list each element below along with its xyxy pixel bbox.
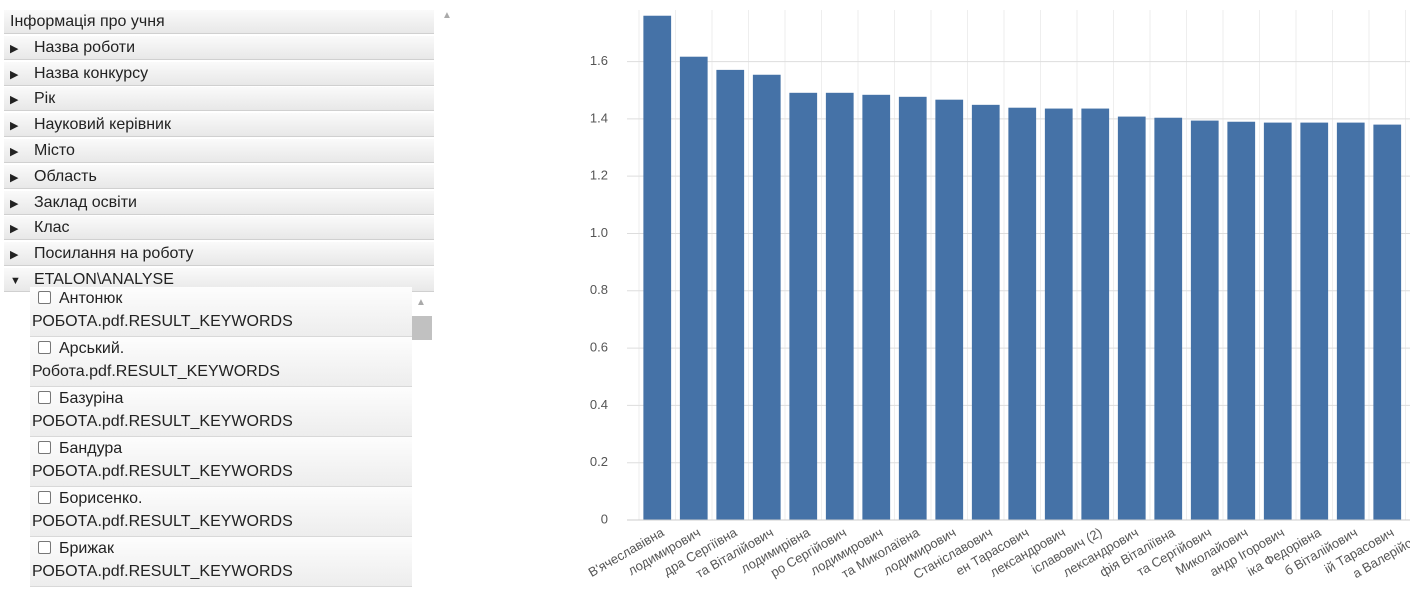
bar (1117, 116, 1146, 521)
item-row[interactable]: ▶ Посилання на роботу (4, 242, 434, 267)
bar (825, 92, 854, 520)
file-path: РОБОТА.pdf.RESULT_KEYWORDS (32, 563, 293, 580)
item-text: Назва роботи (34, 38, 136, 56)
checkbox[interactable] (38, 441, 51, 454)
scroll-arrow[interactable]: ▲ (442, 10, 452, 21)
bar (1081, 108, 1110, 520)
arrow-right: ▶ (10, 94, 19, 107)
expanded-text: ETALON\ANALYSE (34, 270, 174, 288)
bar (1336, 122, 1365, 520)
item-text: Рік (34, 90, 56, 108)
arrow-right: ▶ (10, 42, 19, 55)
bar (1154, 117, 1183, 520)
file-name: Арський. (59, 340, 125, 357)
header-text: Інформація про учня (10, 13, 165, 30)
file-name: Базуріна (59, 390, 124, 407)
item-row[interactable]: ▶ Область (4, 164, 434, 189)
checkbox[interactable] (38, 341, 51, 354)
arrow-right: ▶ (10, 171, 19, 184)
item-text: Місто (34, 141, 75, 159)
file-item[interactable]: Арський. Робота.pdf.RESULT_KEYWORDS (30, 337, 412, 387)
bar (1373, 124, 1402, 520)
file-name: Борисенко. (59, 490, 143, 507)
item-text: Назва конкурсу (34, 64, 149, 82)
item-row[interactable]: ▶ Заклад освіти (4, 190, 434, 215)
y-tick-label: 1.4 (590, 110, 608, 125)
file-path: РОБОТА.pdf.RESULT_KEYWORDS (32, 413, 293, 430)
bar (1227, 121, 1256, 520)
item-text: Науковий керівник (34, 116, 171, 134)
checkbox[interactable] (38, 391, 51, 404)
bar (862, 94, 891, 520)
item-row[interactable]: ▶ Рік (4, 87, 434, 112)
bar (1300, 122, 1329, 520)
bar (1008, 107, 1037, 521)
bar (752, 74, 781, 520)
bar (898, 96, 927, 520)
file-name: Бандура (59, 440, 123, 457)
file-item[interactable]: Борисенко. РОБОТА.pdf.RESULT_KEYWORDS (30, 487, 412, 537)
item-row[interactable]: ▶ Назва конкурсу (4, 61, 434, 86)
bar (716, 69, 745, 520)
bar (971, 104, 1000, 520)
file-path: РОБОТА.pdf.RESULT_KEYWORDS (32, 513, 293, 530)
file-item[interactable]: Брижак РОБОТА.pdf.RESULT_KEYWORDS (30, 537, 412, 587)
y-tick-label: 0.8 (590, 282, 608, 297)
y-tick-label: 0 (601, 511, 608, 526)
bar (935, 99, 964, 520)
arrow-right: ▶ (10, 145, 19, 158)
arrow-right: ▶ (10, 197, 19, 210)
bar (679, 56, 708, 521)
plot: 00.20.40.60.81.01.21.41.6В'ячеславівнало… (586, 10, 1410, 582)
y-tick-label: 1.6 (590, 53, 608, 68)
y-tick-label: 0.4 (590, 397, 608, 412)
item-row[interactable]: ▶ Науковий керівник (4, 113, 434, 138)
bar (1263, 122, 1292, 520)
arrow-right: ▶ (10, 223, 19, 236)
bar (1190, 120, 1219, 520)
file-name: Антонюк (59, 290, 123, 307)
arrow-down: ▼ (10, 274, 21, 287)
arrow-right: ▶ (10, 120, 19, 133)
checkbox[interactable] (38, 291, 51, 304)
file-path: РОБОТА.pdf.RESULT_KEYWORDS (32, 313, 293, 330)
item-row[interactable]: ▶ Назва роботи (4, 35, 434, 60)
y-tick-label: 1.2 (590, 168, 608, 183)
item-text: Посилання на роботу (34, 245, 194, 263)
header-row[interactable]: Інформація про учня (4, 10, 434, 34)
arrow-right: ▶ (10, 249, 19, 262)
item-text: Область (34, 167, 97, 185)
file-item[interactable]: Базуріна РОБОТА.pdf.RESULT_KEYWORDS (30, 387, 412, 437)
file-item[interactable]: Антонюк РОБОТА.pdf.RESULT_KEYWORDS (30, 287, 412, 337)
item-row[interactable]: ▶ Місто (4, 138, 434, 163)
sidebar: Інформація про учня ▶ Назва роботи ▶ Назва … (0, 10, 438, 611)
file-list: Антонюк РОБОТА.pdf.RESULT_KEYWORDS Арський… (30, 287, 432, 587)
item-row[interactable]: ▶ Клас (4, 216, 434, 241)
checkbox[interactable] (38, 491, 51, 504)
scroll-thumb[interactable] (412, 316, 432, 340)
item-text: Клас (34, 219, 70, 237)
scrollbar[interactable]: ▲ (410, 297, 432, 597)
arrow-right: ▶ (10, 68, 19, 81)
bar (1044, 108, 1073, 520)
y-tick-label: 0.2 (590, 454, 608, 469)
file-path: Робота.pdf.RESULT_KEYWORDS (32, 363, 280, 380)
bar (643, 15, 672, 520)
item-text: Заклад освіти (34, 193, 137, 211)
y-tick-label: 1.0 (590, 225, 608, 240)
y-tick-label: 0.6 (590, 340, 608, 355)
file-name: Брижак (59, 540, 114, 557)
item-list: ▶ Назва роботи ▶ Назва конкурсу ▶ Рік ▶ Наукови… (0, 35, 438, 267)
checkbox[interactable] (38, 541, 51, 554)
file-item[interactable]: Бандура РОБОТА.pdf.RESULT_KEYWORDS (30, 437, 412, 487)
file-path: РОБОТА.pdf.RESULT_KEYWORDS (32, 463, 293, 480)
scroll-arrow: ▲ (416, 297, 426, 308)
bar (789, 92, 818, 520)
